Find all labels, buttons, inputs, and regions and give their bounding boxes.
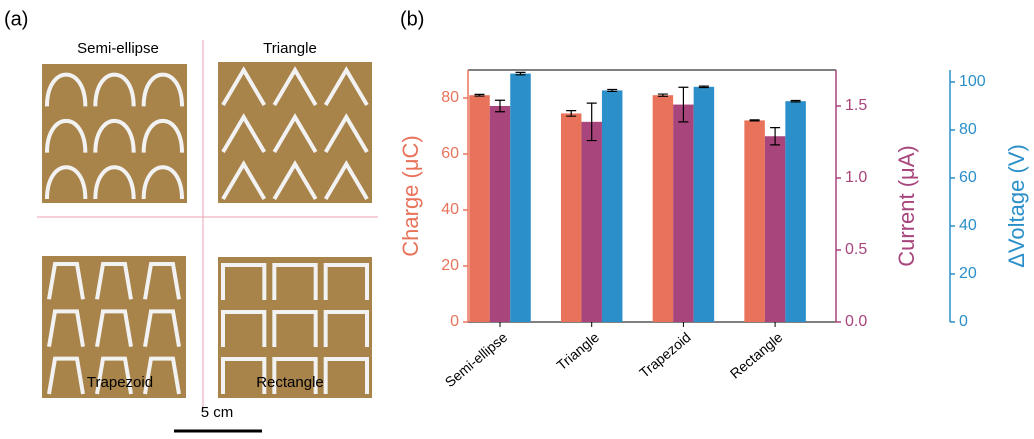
bar	[581, 122, 602, 322]
tick-label: 60	[959, 169, 977, 186]
photo-title: Triangle	[263, 40, 317, 57]
panel-label: (b)	[400, 8, 424, 30]
bar	[469, 95, 490, 322]
bar	[673, 105, 694, 322]
tick-label: 80	[441, 89, 459, 106]
tick-label: 20	[441, 257, 459, 274]
tick-label: 0	[959, 313, 968, 330]
panel-label: (a)	[4, 8, 28, 30]
x-tick-label: Triangle	[553, 329, 602, 374]
x-tick-label: Semi-ellipse	[442, 329, 511, 390]
tick-label: 100	[959, 73, 986, 90]
tick-label: 0.5	[845, 241, 867, 258]
bar	[744, 120, 765, 322]
scale-bar-label: 5 cm	[201, 404, 234, 421]
tick-label: 1.0	[845, 169, 867, 186]
tick-label: 1.5	[845, 97, 867, 114]
tick-label: 0	[450, 313, 459, 330]
chart: 0 20 40 60 80 0.0 0.5 1.0 1.5 0 20 40 60 80 100 Charge …	[398, 70, 1029, 390]
tick-label: 60	[441, 145, 459, 162]
axis-title: Charge (μC)	[398, 135, 423, 256]
error-bar	[750, 120, 760, 121]
bar	[765, 136, 786, 322]
photo-title: Semi-ellipse	[77, 40, 159, 57]
photo-title: Rectangle	[256, 374, 324, 391]
photo	[42, 64, 187, 203]
photo	[218, 62, 372, 203]
tick-label: 80	[959, 121, 977, 138]
tick-label: 40	[959, 217, 977, 234]
tick-label: 20	[959, 265, 977, 282]
bar	[694, 87, 715, 322]
bar	[510, 74, 531, 322]
x-tick-label: Rectangle	[727, 329, 786, 382]
axis-title: ΔVoltage (V)	[1004, 144, 1029, 268]
axis-title: Current (μA)	[894, 145, 919, 266]
bar	[561, 113, 582, 322]
bar	[602, 90, 623, 322]
figure: (a) Semi-ellipse Triangle Trapezoid Rect…	[0, 0, 1034, 434]
bar	[785, 101, 806, 322]
photos	[42, 62, 372, 398]
x-tick-label: Trapezoid	[636, 329, 694, 381]
tick-label: 40	[441, 201, 459, 218]
photo-title: Trapezoid	[87, 374, 153, 391]
bar	[490, 106, 511, 322]
bar	[653, 95, 674, 322]
tick-label: 0.0	[845, 313, 867, 330]
